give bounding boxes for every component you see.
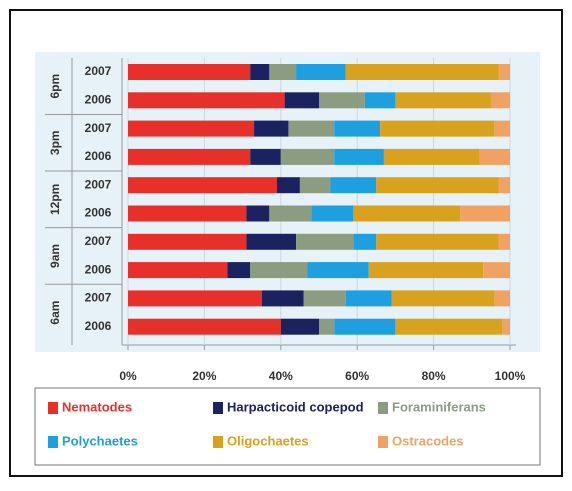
y-tick-label: 2006 (85, 206, 112, 220)
bar-segment (494, 120, 510, 137)
bar-segment (376, 177, 499, 194)
bar-segment (364, 92, 396, 109)
bar-segment (227, 262, 251, 279)
bar-segment (250, 148, 281, 165)
x-tick-label: 20% (192, 369, 216, 383)
x-tick-label: 100% (495, 369, 526, 383)
bar-segment (299, 177, 331, 194)
bar-segment (483, 262, 510, 279)
y-tick-label: 2007 (85, 64, 112, 78)
bar-segment (353, 205, 461, 222)
bar-segment (246, 205, 270, 222)
bar-segment (128, 120, 255, 137)
x-tick-label: 0% (119, 369, 137, 383)
bar-segment (395, 92, 491, 109)
bar-segment (460, 205, 510, 222)
y-tick-label: 2007 (85, 291, 112, 305)
group-label: 9am (48, 244, 62, 268)
bar-segment (250, 262, 308, 279)
legend-box (34, 387, 541, 466)
group-label: 12pm (48, 184, 62, 215)
y-tick-label: 2007 (85, 177, 112, 191)
legend-label: Foraminiferans (392, 399, 486, 414)
bar-segment (334, 318, 396, 335)
bar-segment (380, 120, 495, 137)
legend-swatch (48, 402, 58, 414)
y-tick-label: 2006 (85, 149, 112, 163)
bar-segment (498, 64, 510, 80)
bar-segment (334, 148, 384, 165)
bar-segment (498, 233, 510, 250)
bar-segment (479, 148, 510, 165)
bar-segment (296, 64, 346, 80)
bar-segment (128, 92, 285, 109)
group-label: 3pm (48, 130, 62, 155)
bar-segment (296, 233, 354, 250)
legend-label: Polychaetes (62, 433, 138, 448)
bar-segment (128, 290, 262, 307)
y-tick-label: 2007 (85, 234, 112, 248)
bar-segment (502, 318, 510, 335)
bar-segment (128, 148, 251, 165)
bar-segment (128, 64, 251, 80)
legend-label: Harpacticoid copepod (227, 399, 364, 414)
bar-segment (261, 290, 304, 307)
bar-segment (288, 120, 335, 137)
bar-segment (383, 148, 480, 165)
y-tick-label: 2006 (85, 262, 112, 276)
legend-label: Ostracodes (392, 433, 464, 448)
bar-segment (334, 120, 381, 137)
bar-segment (490, 92, 510, 109)
bar-segment (391, 290, 495, 307)
bar-segment (246, 233, 297, 250)
bar-segment (128, 233, 247, 250)
legend-swatch (213, 402, 223, 414)
bar-segment (498, 177, 510, 194)
y-tick-label: 2007 (85, 121, 112, 135)
bar-segment (250, 64, 270, 80)
x-tick-label: 40% (269, 369, 293, 383)
bar-segment (128, 177, 277, 194)
y-tick-label: 2006 (85, 319, 112, 333)
bar-segment (284, 92, 319, 109)
bar-segment (319, 318, 335, 335)
x-tick-label: 80% (422, 369, 446, 383)
legend-swatch (378, 402, 388, 414)
group-label: 6pm (48, 74, 62, 99)
bar-segment (319, 92, 365, 109)
bar-segment (128, 205, 247, 222)
bar-segment (254, 120, 289, 137)
bar-segment (269, 64, 297, 80)
group-label: 6am (48, 301, 62, 325)
x-tick-label: 60% (345, 369, 369, 383)
bar-segment (345, 290, 392, 307)
y-tick-label: 2006 (85, 92, 112, 106)
bar-segment (303, 290, 346, 307)
legend-swatch (213, 436, 223, 448)
bar-segment (353, 233, 377, 250)
bar-segment (280, 148, 335, 165)
bar-segment (269, 205, 312, 222)
bar-segment (345, 64, 499, 80)
bar-segment (307, 262, 369, 279)
legend-label: Oligochaetes (227, 433, 309, 448)
bar-segment (311, 205, 354, 222)
bar-segment (494, 290, 510, 307)
legend-swatch (378, 436, 388, 448)
bar-segment (276, 177, 300, 194)
bar-segment (330, 177, 377, 194)
bar-segment (395, 318, 503, 335)
bar-segment (376, 233, 499, 250)
bar-segment (280, 318, 319, 335)
bar-segment (128, 318, 281, 335)
legend-label: Nematodes (62, 399, 132, 414)
bar-segment (128, 262, 228, 279)
bar-segment (368, 262, 484, 279)
legend-swatch (48, 436, 58, 448)
